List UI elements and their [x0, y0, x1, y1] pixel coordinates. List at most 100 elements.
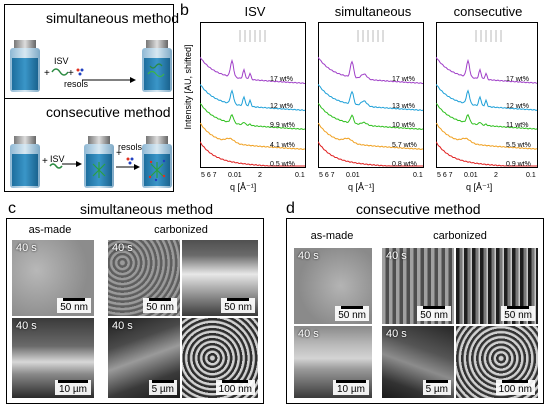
series-line	[436, 122, 538, 150]
panel-c-carbonized: carbonized	[154, 224, 208, 236]
panel-d-letter: d	[286, 200, 295, 217]
scale-bar: 50 nm	[335, 306, 369, 321]
scale-bar: 50 nm	[57, 298, 91, 313]
curve-label: 0.9 wt%	[506, 161, 531, 168]
curve-label: 17 wt%	[506, 76, 529, 83]
curve-label: 10 wt%	[392, 122, 415, 129]
scale-bar: 100 nm	[495, 380, 535, 395]
scale-bar: 50 nm	[501, 306, 535, 321]
resols-label: resols	[64, 79, 89, 89]
scale-bar-label: 50 nm	[504, 310, 532, 321]
sem-time-label: 40 s	[298, 328, 319, 340]
jar-icon	[10, 40, 40, 92]
subplot-axes-3	[436, 22, 538, 168]
curve-label: 13 wt%	[392, 103, 415, 110]
panel-c-letter: c	[8, 200, 16, 217]
sem-image: 40 s 50 nm	[294, 248, 372, 324]
series-line	[436, 103, 538, 130]
panel-b-ylabel: Intensity [AU, shifted]	[183, 44, 193, 130]
isv-label-2: ISV	[50, 154, 65, 164]
panel-a-divider	[4, 98, 174, 99]
curve-label: 17 wt%	[270, 76, 293, 83]
panel-d-carbonized: carbonized	[433, 230, 487, 242]
resols-label-2: resols	[118, 142, 143, 152]
curve-label: 5.5 wt%	[506, 142, 531, 149]
sem-time-label: 40 s	[16, 242, 37, 254]
series-line	[200, 56, 305, 84]
curve-label: 12 wt%	[270, 103, 293, 110]
x-axis-label: q [Å⁻¹]	[466, 182, 493, 192]
sem-time-label: 40 s	[112, 242, 133, 254]
scale-bar: 10 µm	[333, 380, 369, 395]
panel-d-as-made: as-made	[310, 230, 354, 242]
tick-label: 5 6 7	[319, 172, 335, 179]
jar-icon	[84, 136, 114, 188]
curve-label: 4.1 wt%	[270, 142, 295, 149]
x-axis-label: q [Å⁻¹]	[348, 182, 375, 192]
sem-image: 100 nm	[182, 318, 258, 398]
scale-bar-label: 10 µm	[59, 384, 87, 395]
panel-d-title: consecutive method	[356, 201, 481, 217]
scale-bar-label: 50 nm	[224, 302, 252, 313]
scale-bar: 5 µm	[148, 380, 177, 395]
scale-bar-label: 50 nm	[60, 302, 88, 313]
scale-bar-label: 50 nm	[338, 310, 366, 321]
sem-time-label: 40 s	[16, 320, 37, 332]
tick-label: 0.01	[464, 172, 478, 179]
panel-a-consecutive-title: consecutive method	[46, 104, 171, 120]
scale-bar-label: 10 µm	[337, 384, 365, 395]
scale-bar-label: 5 µm	[425, 384, 448, 395]
curve-label: 17 wt%	[392, 76, 415, 83]
sem-image: 40 s 10 µm	[294, 326, 372, 398]
series-line	[436, 83, 538, 111]
svg-text:+: +	[116, 148, 122, 159]
subplot-title: ISV	[244, 4, 266, 19]
svg-text:+: +	[44, 68, 50, 79]
tick-label: 0.1	[413, 172, 423, 179]
panel-c-title: simultaneous method	[80, 201, 214, 217]
series-line	[318, 141, 423, 167]
series-line	[318, 122, 423, 151]
sem-image: 50 nm	[456, 248, 538, 324]
scale-bar: 50 nm	[417, 306, 451, 321]
subplot-title: consecutive	[453, 4, 523, 19]
sem-time-label: 40 s	[386, 250, 407, 262]
scale-bar: 10 µm	[55, 380, 91, 395]
tick-label: 5 6 7	[201, 172, 217, 179]
svg-text:+: +	[42, 156, 48, 167]
series-line	[318, 56, 423, 84]
panel-c-as-made: as-made	[28, 224, 72, 236]
panel-b-plots: ISV 17 wt% 12 wt% 9.9 wt% 4.1 wt% 0.5 wt…	[200, 4, 540, 192]
subplot-isv: ISV 17 wt% 12 wt% 9.9 wt% 4.1 wt% 0.5 wt…	[200, 4, 310, 192]
sem-image: 40 s 50 nm	[12, 240, 94, 316]
tick-label: 0.01	[346, 172, 360, 179]
tick-label: 2	[258, 172, 262, 179]
subplot-consecutive: consecutive 17 wt% 12 wt% 11 wt% 5.5 wt%…	[436, 4, 546, 192]
sem-image: 40 s 5 µm	[382, 326, 454, 398]
jar-icon	[142, 136, 172, 188]
sem-time-label: 40 s	[298, 250, 319, 262]
jar-icon	[142, 40, 172, 92]
curve-label: 5.7 wt%	[392, 142, 417, 149]
tick-label: 5 6 7	[437, 172, 453, 179]
panel-a-simultaneous-title: simultaneous method	[46, 10, 180, 26]
svg-text:+: +	[68, 68, 74, 79]
x-axis-label: q [Å⁻¹]	[230, 182, 257, 192]
sem-image: 40 s 50 nm	[382, 248, 454, 324]
curve-label: 12 wt%	[506, 103, 529, 110]
subplot-axes-2	[318, 22, 424, 168]
subplot-axes-1	[200, 22, 306, 168]
tick-label: 0.1	[295, 172, 305, 179]
panel-b-ylabel-wrap: Intensity [AU, shifted]	[180, 14, 194, 164]
tick-label: 2	[494, 172, 498, 179]
scale-bar: 100 nm	[215, 380, 255, 395]
curve-label: 11 wt%	[506, 122, 529, 129]
series-line	[200, 141, 305, 167]
subplot-simultaneous: simultaneous 17 wt% 13 wt% 10 wt% 5.7 wt…	[318, 4, 428, 192]
scale-bar-label: 50 nm	[146, 302, 174, 313]
curve-label: 0.8 wt%	[392, 161, 417, 168]
panel-a-schematic: + ISV + resols + ISV + resols	[10, 40, 172, 188]
series-line	[436, 56, 538, 84]
scale-bar-label: 100 nm	[218, 384, 252, 395]
scale-bar-label: 50 nm	[420, 310, 448, 321]
